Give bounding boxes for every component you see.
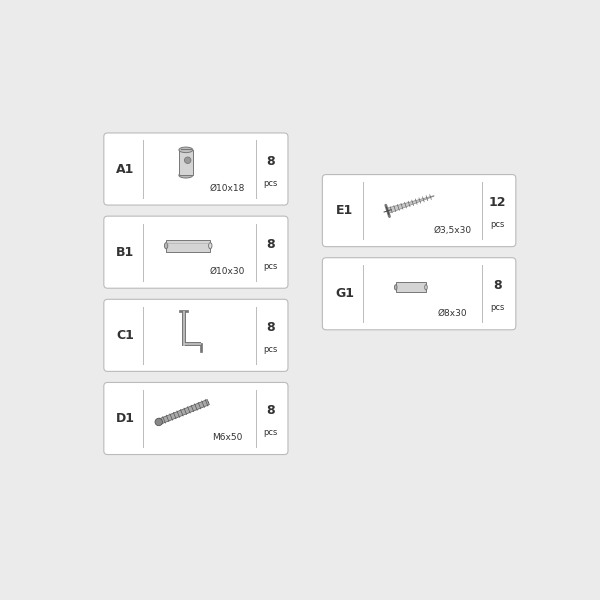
Text: D1: D1 xyxy=(116,412,135,425)
Text: G1: G1 xyxy=(335,287,354,300)
FancyBboxPatch shape xyxy=(104,133,288,205)
Ellipse shape xyxy=(164,243,168,249)
Text: 8: 8 xyxy=(266,404,274,417)
FancyBboxPatch shape xyxy=(322,258,516,330)
Ellipse shape xyxy=(394,285,397,290)
Bar xyxy=(166,240,210,252)
FancyBboxPatch shape xyxy=(104,299,288,371)
Text: A1: A1 xyxy=(116,163,134,176)
Text: Ø3,5x30: Ø3,5x30 xyxy=(434,226,472,235)
Text: pcs: pcs xyxy=(263,179,277,188)
Bar xyxy=(396,282,426,292)
Bar xyxy=(179,150,193,175)
Text: pcs: pcs xyxy=(263,428,277,437)
Text: pcs: pcs xyxy=(490,220,505,229)
Ellipse shape xyxy=(179,147,193,152)
Text: Ø10x30: Ø10x30 xyxy=(210,267,245,276)
Text: pcs: pcs xyxy=(263,262,277,271)
Text: B1: B1 xyxy=(116,245,134,259)
Text: C1: C1 xyxy=(116,329,134,342)
Ellipse shape xyxy=(209,243,212,249)
Text: 8: 8 xyxy=(493,280,502,292)
Ellipse shape xyxy=(184,157,191,163)
FancyBboxPatch shape xyxy=(104,216,288,288)
Text: E1: E1 xyxy=(336,204,353,217)
FancyBboxPatch shape xyxy=(104,382,288,455)
Text: 8: 8 xyxy=(266,238,274,251)
Text: pcs: pcs xyxy=(263,345,277,354)
Text: Ø8x30: Ø8x30 xyxy=(438,308,467,317)
Text: pcs: pcs xyxy=(490,304,505,313)
Text: M6x50: M6x50 xyxy=(212,433,243,442)
Polygon shape xyxy=(387,196,434,214)
Text: 8: 8 xyxy=(266,321,274,334)
Polygon shape xyxy=(158,400,209,425)
Text: Ø10x18: Ø10x18 xyxy=(210,184,245,193)
Ellipse shape xyxy=(179,172,193,178)
Text: 12: 12 xyxy=(488,196,506,209)
Text: 8: 8 xyxy=(266,155,274,168)
Ellipse shape xyxy=(425,285,427,290)
FancyBboxPatch shape xyxy=(322,175,516,247)
Circle shape xyxy=(155,418,163,425)
